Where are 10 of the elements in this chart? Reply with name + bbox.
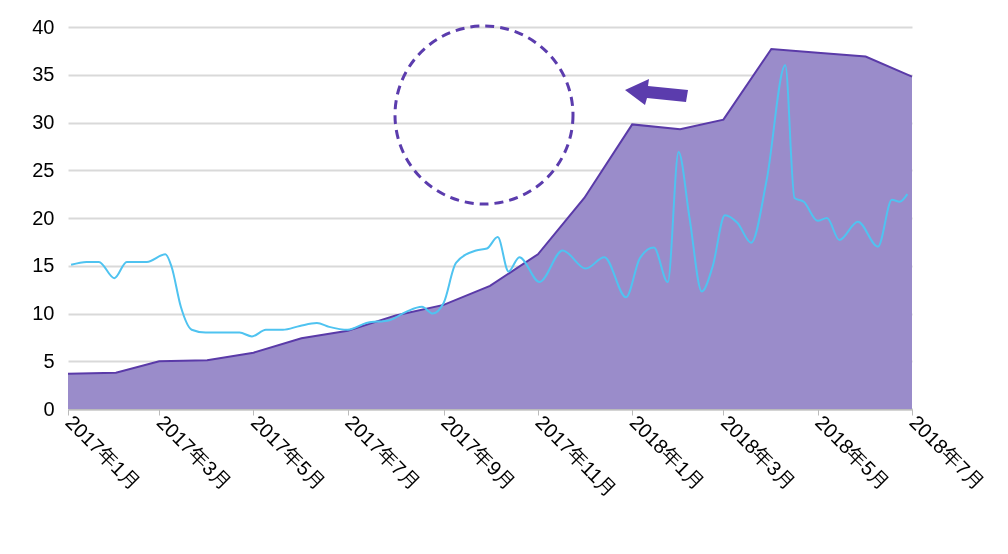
y-tick-label: 5 (43, 349, 55, 372)
y-tick-label: 15 (32, 254, 55, 277)
y-tick-label: 40 (32, 15, 55, 38)
y-tick-label: 20 (32, 206, 55, 229)
y-tick-label: 10 (32, 302, 55, 324)
line-series (70, 64, 909, 338)
y-tick-label: 0 (43, 397, 55, 420)
y-tick-label: 30 (32, 111, 55, 133)
y-tick-label: 25 (32, 158, 55, 181)
y-tick-label: 35 (32, 63, 55, 86)
